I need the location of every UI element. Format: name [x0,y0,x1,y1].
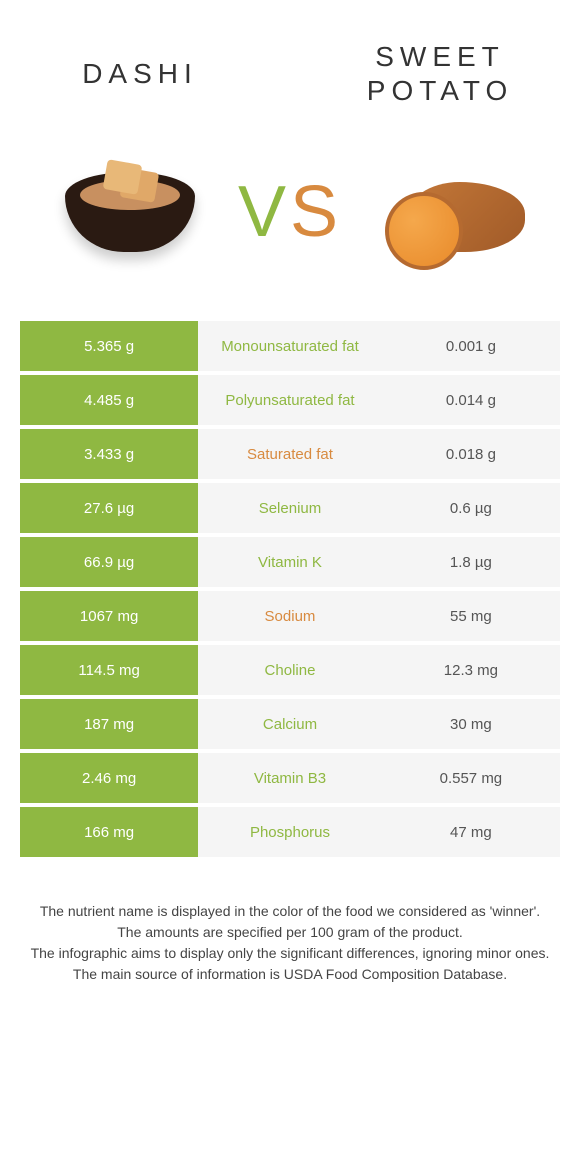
table-row: 2.46 mgVitamin B30.557 mg [20,753,560,803]
right-value: 0.014 g [382,375,560,425]
left-food-title: DASHI [50,57,230,91]
table-row: 3.433 gSaturated fat0.018 g [20,429,560,479]
left-value: 3.433 g [20,429,198,479]
table-row: 5.365 gMonounsaturated fat0.001 g [20,321,560,371]
vs-label: VS [238,171,342,253]
table-row: 27.6 µgSelenium0.6 µg [20,483,560,533]
right-value: 0.001 g [382,321,560,371]
nutrient-name: Polyunsaturated fat [198,375,382,425]
left-value: 27.6 µg [20,483,198,533]
footer-line: The main source of information is USDA F… [30,964,550,985]
right-value: 55 mg [382,591,560,641]
dashi-bowl-icon [65,172,195,252]
footer-line: The amounts are specified per 100 gram o… [30,922,550,943]
right-value: 47 mg [382,807,560,857]
right-value: 30 mg [382,699,560,749]
header-row: DASHI SWEET POTATO [20,40,560,107]
nutrient-table: 5.365 gMonounsaturated fat0.001 g4.485 g… [20,317,560,861]
nutrient-name: Choline [198,645,382,695]
footer-line: The nutrient name is displayed in the co… [30,901,550,922]
left-value: 66.9 µg [20,537,198,587]
right-food-image [370,147,530,277]
nutrient-name: Sodium [198,591,382,641]
nutrient-name: Saturated fat [198,429,382,479]
left-value: 114.5 mg [20,645,198,695]
nutrient-name: Monounsaturated fat [198,321,382,371]
nutrient-name: Selenium [198,483,382,533]
footer-line: The infographic aims to display only the… [30,943,550,964]
right-value: 0.018 g [382,429,560,479]
right-value: 1.8 µg [382,537,560,587]
footer-notes: The nutrient name is displayed in the co… [20,901,560,985]
left-value: 5.365 g [20,321,198,371]
nutrient-name: Phosphorus [198,807,382,857]
nutrient-name: Calcium [198,699,382,749]
left-value: 1067 mg [20,591,198,641]
table-row: 114.5 mgCholine12.3 mg [20,645,560,695]
left-value: 2.46 mg [20,753,198,803]
sweet-potato-icon [375,162,525,262]
right-food-title: SWEET POTATO [350,40,530,107]
left-value: 4.485 g [20,375,198,425]
table-row: 66.9 µgVitamin K1.8 µg [20,537,560,587]
right-value: 12.3 mg [382,645,560,695]
left-value: 187 mg [20,699,198,749]
right-value: 0.6 µg [382,483,560,533]
nutrient-name: Vitamin B3 [198,753,382,803]
left-value: 166 mg [20,807,198,857]
images-row: VS [20,147,560,277]
right-value: 0.557 mg [382,753,560,803]
left-food-image [50,147,210,277]
table-row: 1067 mgSodium55 mg [20,591,560,641]
table-row: 187 mgCalcium30 mg [20,699,560,749]
table-row: 4.485 gPolyunsaturated fat0.014 g [20,375,560,425]
table-row: 166 mgPhosphorus47 mg [20,807,560,857]
nutrient-name: Vitamin K [198,537,382,587]
